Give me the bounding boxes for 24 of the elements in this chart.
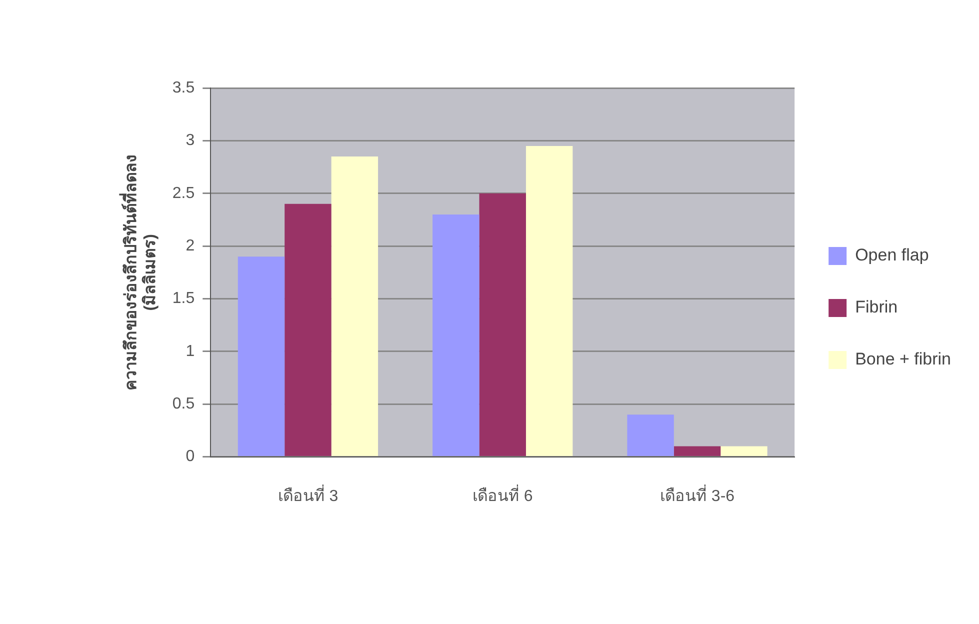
bar	[331, 156, 378, 456]
bar	[479, 193, 526, 456]
bar	[526, 146, 573, 456]
y-tick-label: 3.5	[172, 79, 195, 96]
bar	[674, 446, 721, 456]
bar	[284, 204, 332, 456]
y-axis-title: ความลึกของร่องลึกปริทันต์ที่ลดลง (มิลลิเมตร)	[119, 154, 160, 390]
legend-label: Open flap	[855, 246, 929, 265]
y-tick-label: 0	[186, 448, 195, 466]
y-tick-label: 2	[186, 237, 195, 254]
y-tick-label: 0.5	[172, 396, 195, 413]
x-tick-label: เดือนที่ 3-6	[660, 484, 735, 505]
x-tick-label: เดือนที่ 3	[278, 484, 338, 505]
y-tick-label: 3	[186, 132, 195, 150]
bar	[238, 256, 285, 456]
y-tick-label: 1.5	[172, 290, 195, 308]
y-tick-label: 1	[186, 342, 195, 360]
bar	[432, 214, 480, 456]
bar	[720, 446, 768, 456]
x-tick-label: เดือนที่ 6	[472, 484, 533, 505]
legend-label: Bone + fibrin	[855, 350, 952, 369]
bar	[627, 414, 674, 456]
legend-label: Fibrin	[855, 298, 898, 317]
y-tick-label: 2.5	[172, 184, 195, 202]
